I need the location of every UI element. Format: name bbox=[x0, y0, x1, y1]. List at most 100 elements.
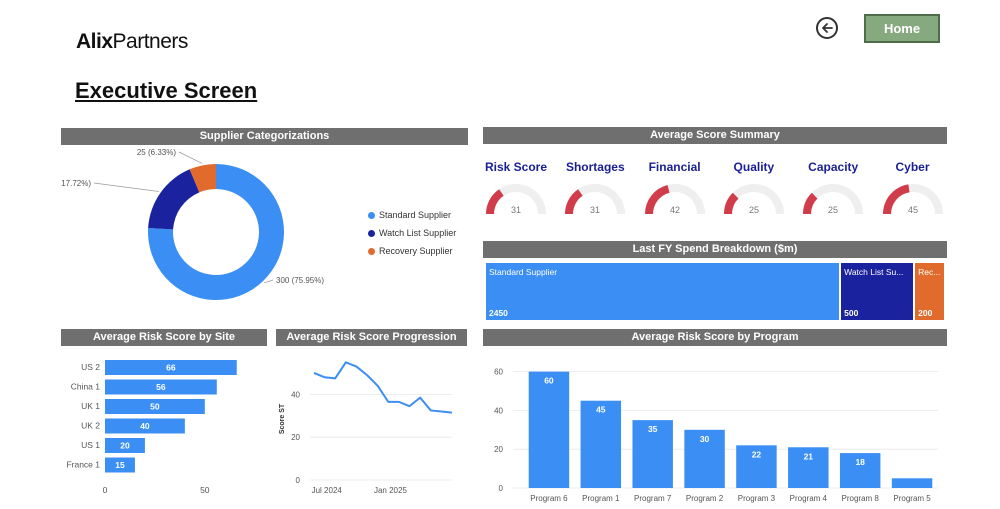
home-button[interactable]: Home bbox=[864, 14, 940, 43]
program-bar[interactable] bbox=[788, 447, 829, 488]
bar-category-label: UK 1 bbox=[81, 401, 100, 411]
legend-dot-icon bbox=[368, 211, 375, 219]
donut-data-label: 300 (75.95%) bbox=[276, 276, 324, 285]
donut-leader-line bbox=[263, 279, 274, 284]
donut-data-label: 70 (17.72%) bbox=[61, 179, 91, 188]
spend-breakdown-header: Last FY Spend Breakdown ($m) bbox=[483, 241, 947, 258]
bar-data-label: 56 bbox=[156, 382, 166, 392]
legend-label: Standard Supplier bbox=[379, 210, 452, 220]
gauge-label: Financial bbox=[648, 160, 701, 174]
spend-cell[interactable]: Watch List Su... 500 bbox=[841, 263, 914, 320]
gauge-value: 25 bbox=[749, 205, 759, 215]
x-tick-label: 0 bbox=[103, 485, 108, 495]
spend-cell-label: Standard Supplier bbox=[489, 267, 558, 277]
site-bar[interactable] bbox=[105, 399, 205, 414]
y-tick-label: 40 bbox=[494, 406, 503, 415]
spend-cell[interactable]: Rec... 200 bbox=[915, 263, 944, 320]
y-tick-label: 20 bbox=[291, 433, 300, 442]
x-tick-label: Program 6 bbox=[530, 494, 568, 503]
progression-line[interactable] bbox=[313, 361, 453, 414]
gauge-risk-score[interactable]: Risk Score 31 bbox=[481, 160, 551, 220]
average-score-summary-header: Average Score Summary bbox=[483, 127, 947, 144]
site-bar[interactable] bbox=[105, 438, 145, 453]
legend-dot-icon bbox=[368, 247, 375, 255]
bar-data-label: 60 bbox=[544, 376, 554, 386]
alixpartners-logo: AlixPartners bbox=[76, 30, 188, 53]
gauge-capacity[interactable]: Capacity 25 bbox=[798, 160, 868, 220]
legend-label: Watch List Supplier bbox=[379, 228, 457, 238]
bar-data-label: 45 bbox=[596, 405, 606, 415]
gauge-fill bbox=[565, 189, 583, 214]
donut-slice[interactable] bbox=[189, 164, 216, 193]
gauge-financial[interactable]: Financial 42 bbox=[640, 160, 710, 220]
legend-item[interactable]: Standard Supplier bbox=[368, 206, 456, 224]
donut-slice[interactable] bbox=[148, 169, 200, 230]
bar-category-label: China 1 bbox=[71, 382, 101, 392]
bar-data-label: 21 bbox=[804, 451, 814, 461]
x-tick-label: Program 3 bbox=[738, 494, 776, 503]
gauge-shortages[interactable]: Shortages 31 bbox=[560, 160, 630, 220]
bar-data-label: 40 bbox=[140, 421, 150, 431]
risk-by-program-chart: 0 20 40 60 60 Program 6 45 Program 1 35 Program 7… bbox=[494, 368, 938, 503]
x-tick-label: Program 2 bbox=[686, 494, 724, 503]
gauge-label: Shortages bbox=[565, 160, 625, 174]
site-bar[interactable] bbox=[105, 418, 185, 434]
donut-slice[interactable] bbox=[148, 164, 284, 300]
risk-by-site-chart: US 2 66 China 1 56 UK 1 50 UK 2 40 US 1 20 France … bbox=[66, 360, 237, 495]
gauge-value: 25 bbox=[828, 205, 838, 215]
bar-data-label: 30 bbox=[700, 434, 710, 444]
spend-cell-value: 500 bbox=[844, 308, 859, 318]
legend-item[interactable]: Watch List Supplier bbox=[368, 224, 456, 242]
legend-dot-icon bbox=[368, 229, 375, 237]
gauge-fill bbox=[803, 192, 818, 214]
risk-by-site-header: Average Risk Score by Site bbox=[61, 329, 267, 346]
gauge-fill bbox=[486, 189, 504, 214]
y-tick-label: 20 bbox=[494, 445, 503, 454]
spend-cell-value: 200 bbox=[918, 308, 933, 318]
gauge-track bbox=[723, 184, 784, 214]
y-tick-label: 0 bbox=[296, 476, 301, 485]
bar-data-label: 15 bbox=[115, 460, 125, 470]
spend-treemap: Standard Supplier 2450 Watch List Su... 500… bbox=[486, 263, 944, 320]
x-tick-label: Program 7 bbox=[634, 494, 672, 503]
program-bar[interactable] bbox=[839, 453, 881, 488]
legend-item[interactable]: Recovery Supplier bbox=[368, 242, 456, 260]
donut-legend: Standard Supplier Watch List Supplier Re… bbox=[368, 206, 456, 260]
site-bar[interactable] bbox=[105, 379, 217, 395]
score-gauges: Risk Score 31 Shortages 31 Financial 42 Qualit… bbox=[483, 160, 947, 220]
bar-data-label: 35 bbox=[648, 424, 658, 434]
spend-cell[interactable]: Standard Supplier 2450 bbox=[486, 263, 840, 320]
program-bar[interactable] bbox=[891, 478, 933, 488]
program-bar[interactable] bbox=[632, 420, 673, 488]
gauge-cyber[interactable]: Cyber 45 bbox=[878, 160, 948, 220]
arrow-left-icon bbox=[822, 23, 833, 33]
y-tick-label: 60 bbox=[494, 368, 503, 377]
bar-category-label: US 2 bbox=[81, 362, 100, 372]
risk-by-program-header: Average Risk Score by Program bbox=[483, 329, 947, 346]
supplier-categorizations-header: Supplier Categorizations bbox=[61, 128, 468, 145]
gauge-track bbox=[565, 184, 626, 214]
gauge-value: 42 bbox=[670, 205, 680, 215]
x-tick-label: Program 1 bbox=[582, 494, 620, 503]
y-axis-label: Score ST bbox=[279, 403, 286, 434]
x-tick-label: Program 4 bbox=[790, 494, 828, 503]
risk-progression-chart: 0 20 40 Score ST Jul 2024 Jan 2025 bbox=[279, 361, 453, 495]
bar-data-label: 18 bbox=[855, 457, 865, 467]
gauge-label: Quality bbox=[733, 160, 775, 174]
gauge-value: 31 bbox=[590, 205, 600, 215]
gauge-fill bbox=[882, 184, 910, 214]
site-bar[interactable] bbox=[105, 360, 237, 375]
donut-leader-line bbox=[178, 151, 203, 164]
program-bar[interactable] bbox=[528, 371, 570, 488]
gauge-value: 31 bbox=[511, 205, 521, 215]
legend-label: Recovery Supplier bbox=[379, 246, 453, 256]
site-bar[interactable] bbox=[105, 457, 135, 473]
bar-data-label: 66 bbox=[166, 363, 176, 373]
program-bar[interactable] bbox=[580, 400, 622, 488]
gauge-quality[interactable]: Quality 25 bbox=[719, 160, 789, 220]
back-arrow-button[interactable] bbox=[816, 17, 838, 39]
program-bar[interactable] bbox=[684, 429, 725, 488]
x-tick-label: Jan 2025 bbox=[374, 486, 407, 495]
program-bar[interactable] bbox=[736, 445, 777, 488]
spend-cell-value: 2450 bbox=[489, 308, 508, 318]
